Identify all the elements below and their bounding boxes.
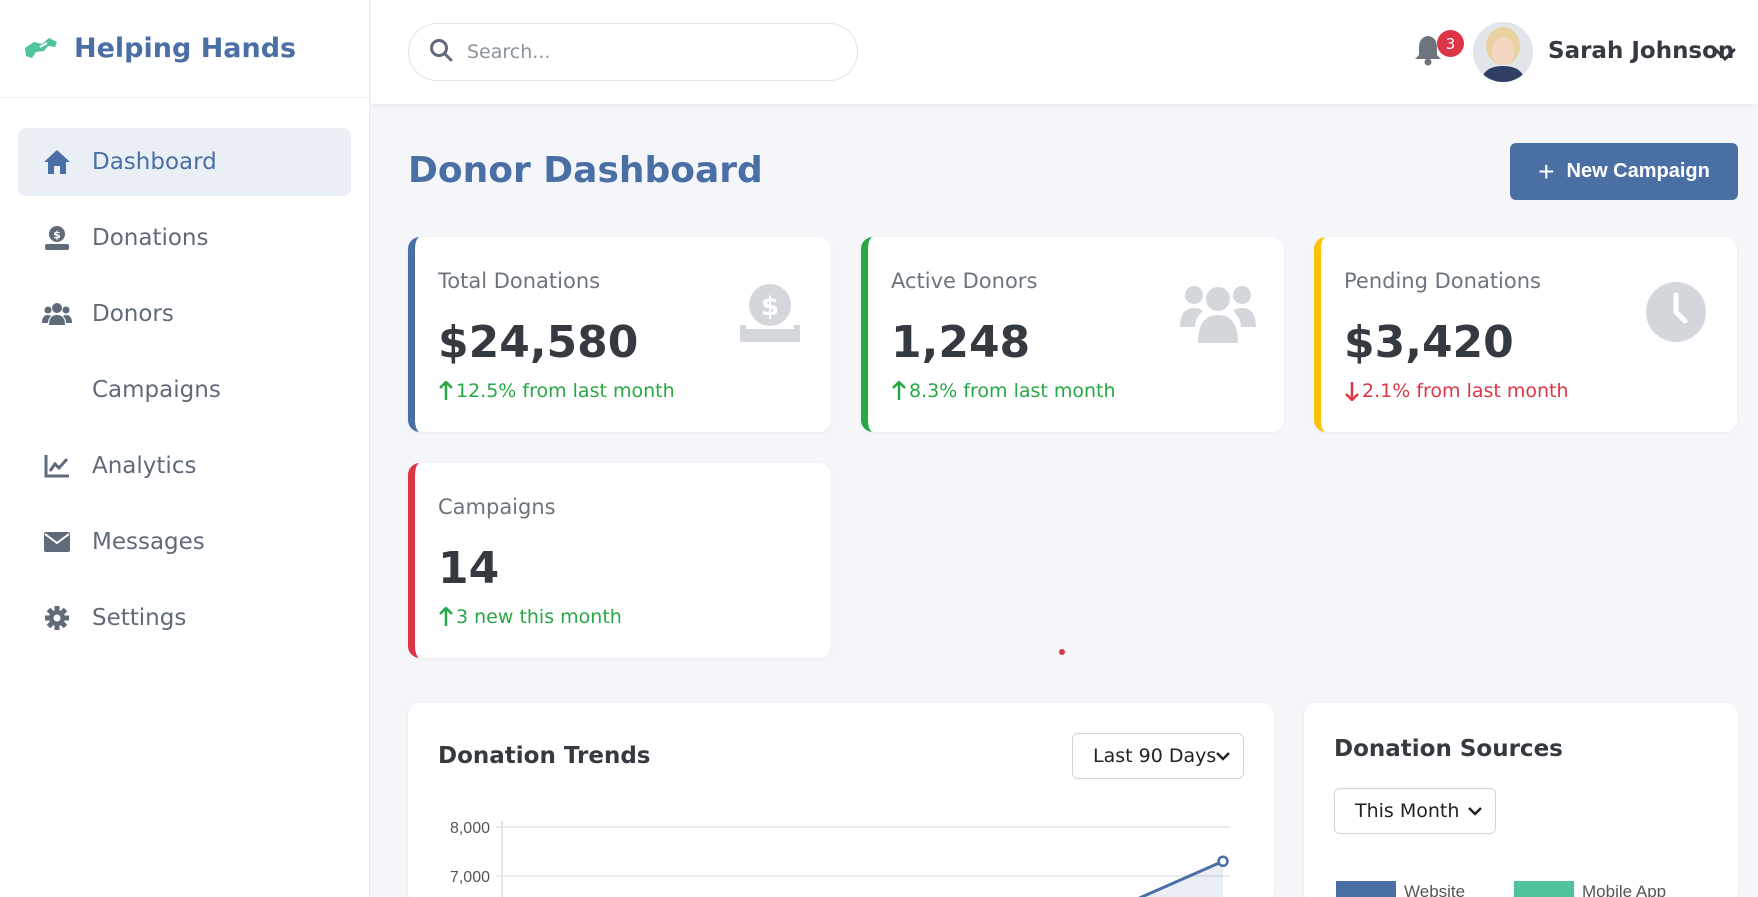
- stat-change-text: 8.3% from last month: [909, 380, 1116, 402]
- brand[interactable]: Helping Hands: [0, 0, 369, 98]
- search-input[interactable]: [467, 41, 827, 63]
- donate-icon: $: [42, 223, 72, 253]
- stat-change: 3 new this month: [438, 606, 622, 628]
- stat-title: Active Donors: [891, 269, 1038, 293]
- stat-title: Campaigns: [438, 495, 556, 519]
- stat-change-text: 2.1% from last month: [1362, 380, 1569, 402]
- chevron-down-icon[interactable]: [1713, 42, 1737, 66]
- new-campaign-button[interactable]: + New Campaign: [1510, 143, 1738, 200]
- users-icon: [42, 299, 72, 329]
- sidebar-item-label: Dashboard: [92, 149, 217, 175]
- campaign-icon: [42, 375, 72, 405]
- data-point[interactable]: [1217, 855, 1229, 868]
- sidebar: Helping Hands Dashboard $ Donations Dono…: [0, 0, 370, 897]
- y-tick-label: 8,000: [450, 820, 490, 837]
- chart-line-icon: [42, 451, 72, 481]
- legend-swatch[interactable]: [1514, 881, 1574, 897]
- svg-text:$: $: [53, 229, 61, 242]
- stat-card-active-donors: Active Donors 1,248 8.3% from last month: [861, 237, 1284, 432]
- stat-change: 12.5% from last month: [438, 380, 675, 402]
- sidebar-item-dashboard[interactable]: Dashboard: [18, 128, 351, 196]
- donation-trends-panel: Donation Trends Last 90 Days 8,000 7,000: [408, 703, 1274, 897]
- select-value: Last 90 Days: [1093, 745, 1217, 767]
- chevron-down-icon: [1216, 752, 1230, 761]
- search-box[interactable]: [408, 23, 858, 81]
- stat-card-pending-donations: Pending Donations $3,420 2.1% from last …: [1314, 237, 1737, 432]
- trends-range-select[interactable]: Last 90 Days: [1072, 733, 1244, 779]
- donation-sources-legend: Website Mobile App: [1336, 881, 1666, 897]
- stat-change-text: 3 new this month: [456, 606, 622, 628]
- stat-value: 14: [438, 543, 500, 594]
- gear-icon: [42, 603, 72, 633]
- series-line: [1137, 859, 1224, 897]
- stat-card-total-donations: Total Donations $24,580 12.5% from last …: [408, 237, 831, 432]
- sidebar-item-label: Donors: [92, 301, 174, 327]
- sidebar-item-messages[interactable]: Messages: [18, 508, 351, 576]
- sources-range-select[interactable]: This Month: [1334, 788, 1496, 834]
- brand-name: Helping Hands: [74, 33, 297, 64]
- top-header: 3 Sarah Johnson: [371, 0, 1758, 104]
- home-icon: [42, 147, 72, 177]
- stat-change-text: 12.5% from last month: [456, 380, 675, 402]
- stat-value: $3,420: [1344, 317, 1514, 368]
- avatar[interactable]: [1473, 22, 1533, 82]
- stat-change: 8.3% from last month: [891, 380, 1116, 402]
- stat-title: Pending Donations: [1344, 269, 1541, 293]
- arrow-down-icon: [1345, 382, 1359, 401]
- panel-title: Donation Sources: [1334, 736, 1563, 762]
- notification-bell-icon[interactable]: [1414, 34, 1444, 68]
- sidebar-item-label: Analytics: [92, 453, 197, 479]
- hand-holding-dollar-icon: $: [737, 279, 803, 345]
- legend-swatch[interactable]: [1336, 881, 1396, 897]
- sidebar-item-settings[interactable]: Settings: [18, 584, 351, 652]
- plus-icon: +: [1538, 155, 1555, 187]
- arrow-up-icon: [892, 381, 906, 400]
- sidebar-item-label: Settings: [92, 605, 187, 631]
- stat-card-campaigns: Campaigns 14 3 new this month: [408, 463, 831, 658]
- stat-value: $24,580: [438, 317, 639, 368]
- sidebar-item-label: Donations: [92, 225, 209, 251]
- legend-label[interactable]: Website: [1404, 882, 1465, 897]
- users-icon: [1180, 279, 1256, 345]
- helping-hands-logo-icon: [22, 32, 60, 66]
- user-name[interactable]: Sarah Johnson: [1548, 38, 1735, 64]
- chevron-down-icon: [1468, 807, 1482, 816]
- legend-label[interactable]: Mobile App: [1582, 882, 1666, 897]
- decorative-dot: [1059, 649, 1065, 655]
- y-tick-label: 7,000: [450, 869, 490, 886]
- stat-value: 1,248: [891, 317, 1031, 368]
- envelope-icon: [42, 527, 72, 557]
- arrow-up-icon: [439, 607, 453, 626]
- stat-title: Total Donations: [438, 269, 601, 293]
- search-icon: [429, 38, 453, 66]
- donation-trends-chart: 8,000 7,000: [450, 820, 1230, 897]
- page-title: Donor Dashboard: [408, 150, 763, 191]
- select-value: This Month: [1355, 800, 1460, 822]
- sidebar-item-analytics[interactable]: Analytics: [18, 432, 351, 500]
- svg-text:$: $: [761, 292, 779, 322]
- sidebar-item-label: Messages: [92, 529, 205, 555]
- panel-title: Donation Trends: [438, 743, 651, 769]
- sidebar-nav: Dashboard $ Donations Donors Campaigns A…: [0, 98, 369, 690]
- clock-icon: [1643, 279, 1709, 345]
- sidebar-item-label: Campaigns: [92, 377, 221, 403]
- stat-change: 2.1% from last month: [1344, 380, 1569, 402]
- sidebar-item-campaigns[interactable]: Campaigns: [18, 356, 351, 424]
- new-campaign-label: New Campaign: [1566, 160, 1710, 182]
- sidebar-item-donors[interactable]: Donors: [18, 280, 351, 348]
- sidebar-item-donations[interactable]: $ Donations: [18, 204, 351, 272]
- notification-badge: 3: [1437, 30, 1464, 57]
- arrow-up-icon: [439, 381, 453, 400]
- donation-sources-panel: Donation Sources This Month Website Mobil…: [1304, 703, 1738, 897]
